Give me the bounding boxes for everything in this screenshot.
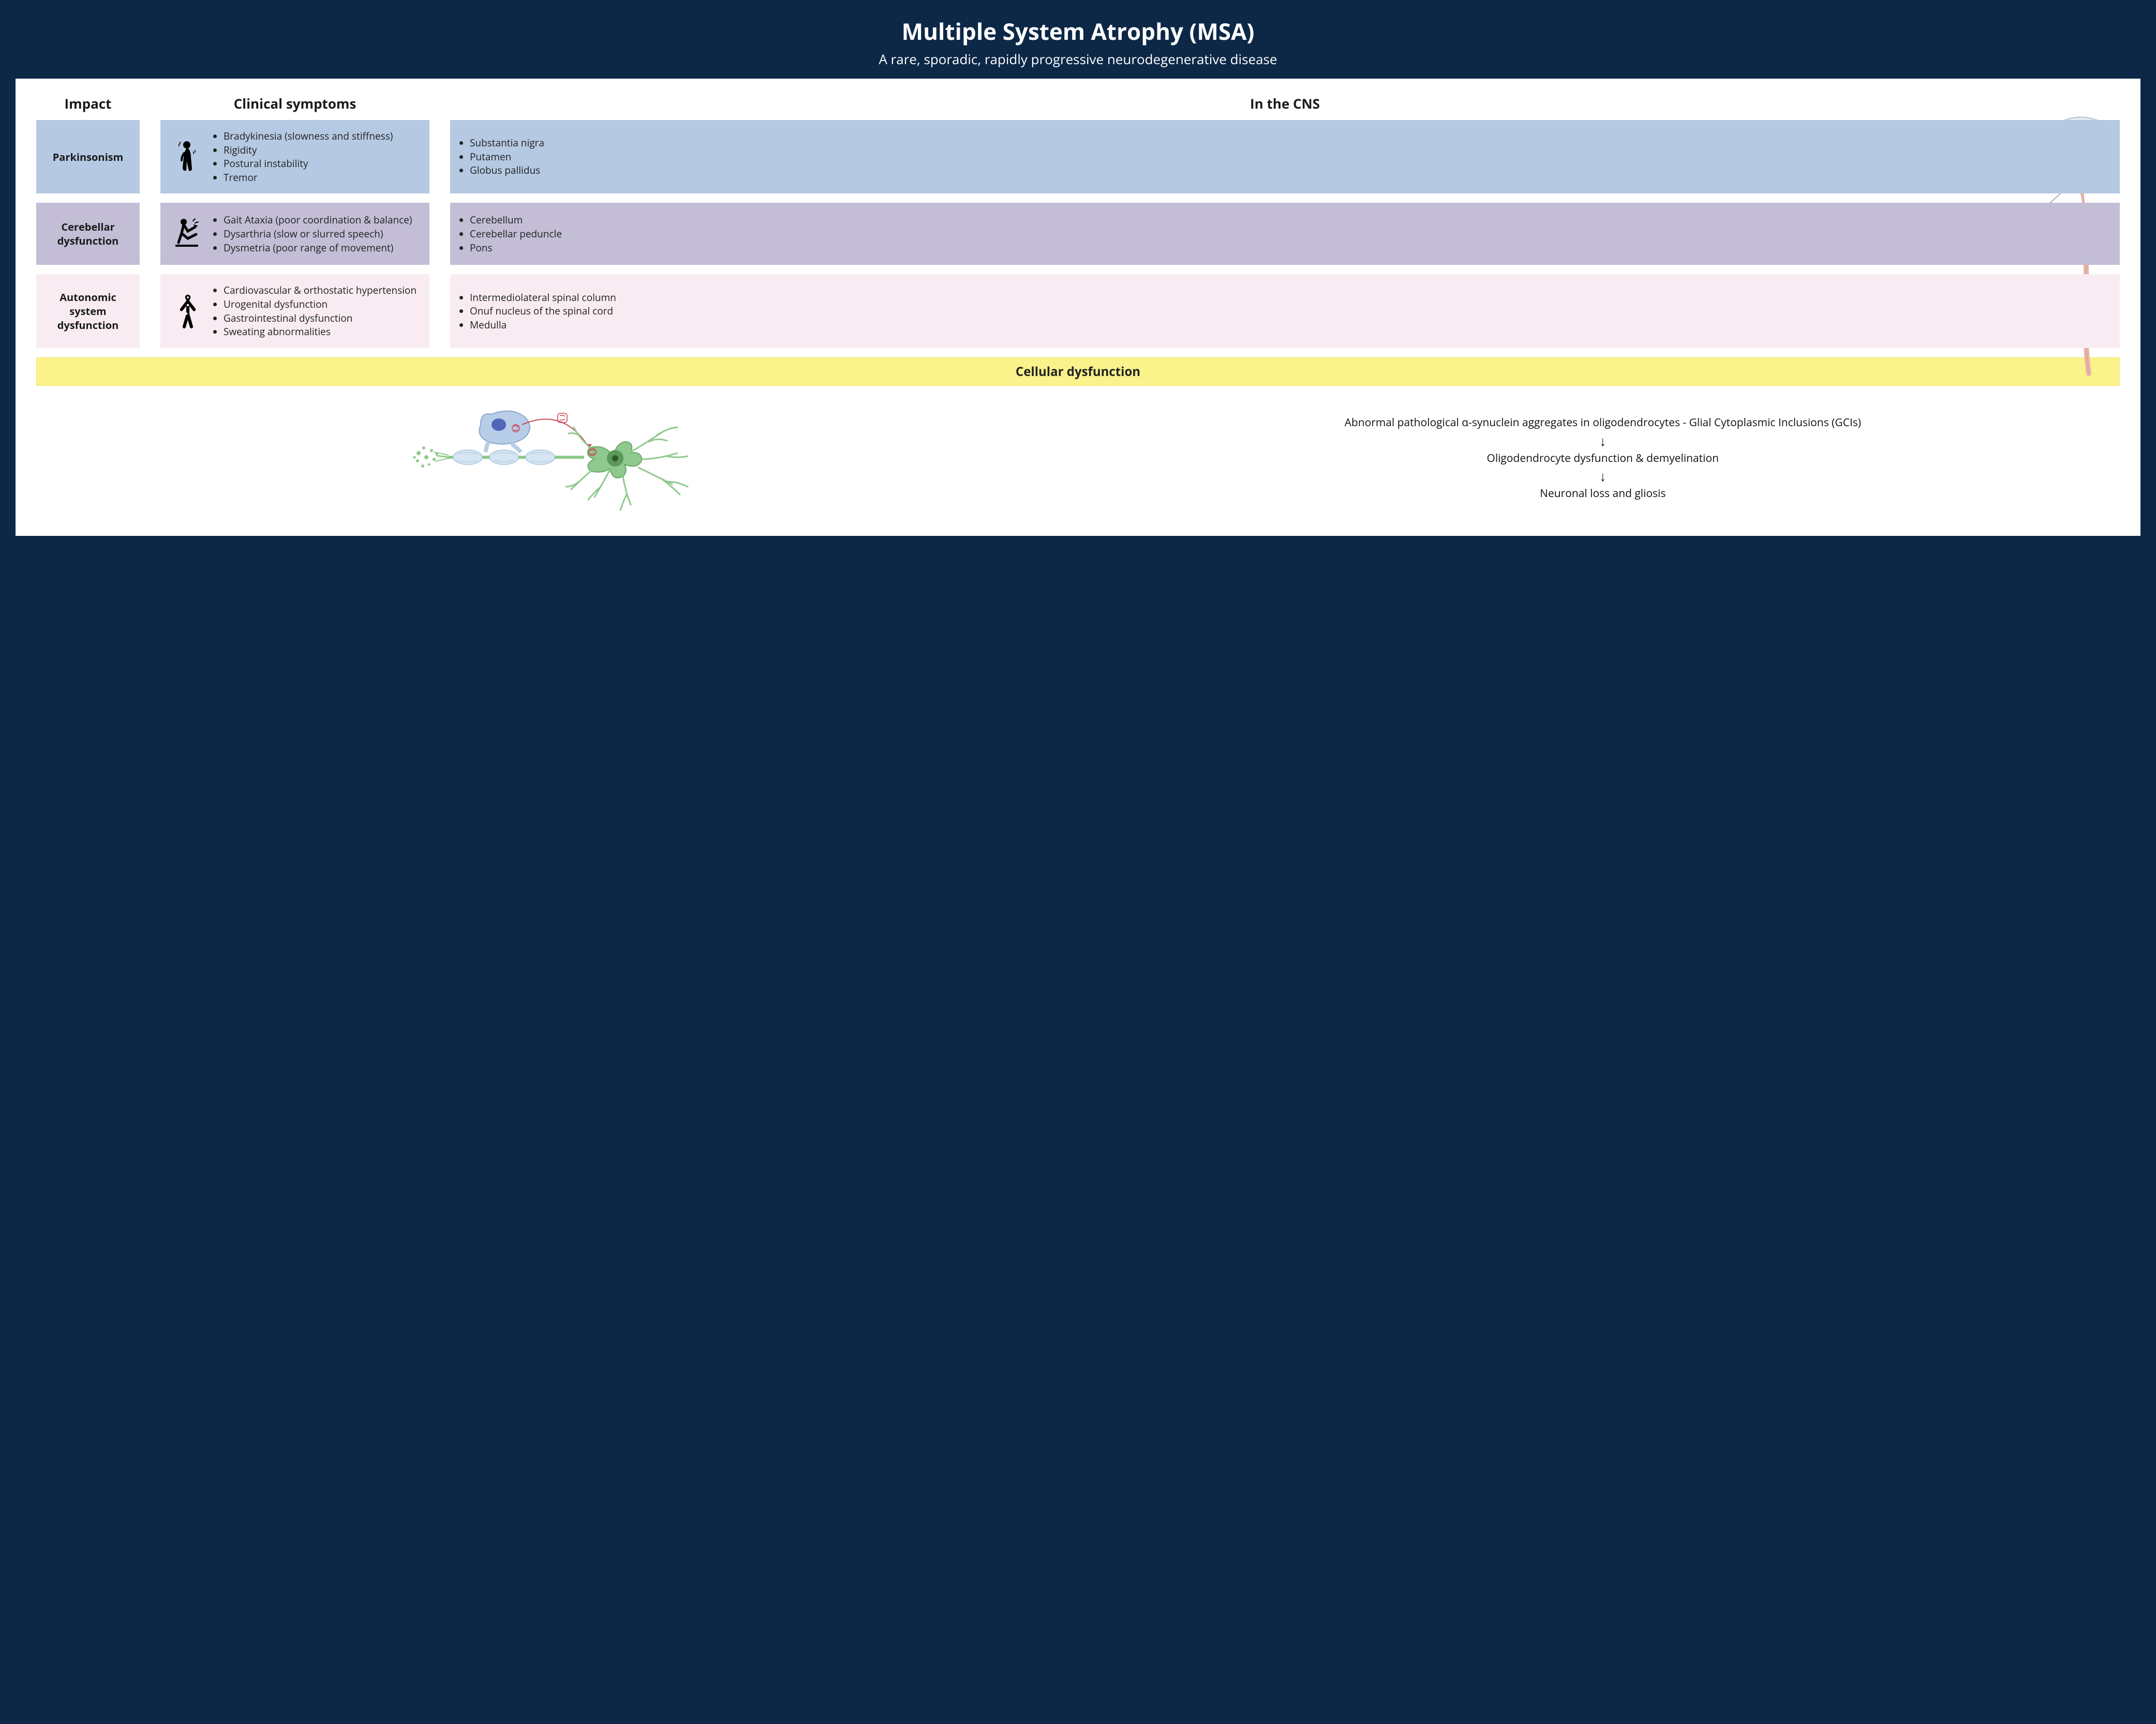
symptoms-cell: Cardiovascular & orthostatic hypertensio…	[160, 274, 429, 348]
stooped-person-icon	[170, 139, 206, 175]
list-item: Dysmetria (poor range of movement)	[224, 241, 412, 255]
col-header-impact: Impact	[36, 94, 140, 113]
cns-list: Substantia nigra Putamen Globus pallidus	[459, 136, 544, 177]
impact-label: Parkinsonism	[36, 120, 140, 193]
symptoms-list: Cardiovascular & orthostatic hypertensio…	[213, 283, 417, 338]
down-arrow-icon: ↓	[1086, 434, 2120, 447]
list-item: Medulla	[470, 318, 616, 332]
list-item: Cardiovascular & orthostatic hypertensio…	[224, 283, 417, 297]
list-item: Gait Ataxia (poor coordination & balance…	[224, 213, 412, 227]
list-item: Intermediolateral spinal column	[470, 291, 616, 305]
list-item: Pons	[470, 241, 562, 255]
cns-cell: Substantia nigra Putamen Globus pallidus	[450, 120, 2120, 193]
pathway-step: Abnormal pathological α-synuclein aggreg…	[1086, 415, 2120, 430]
pathway-step: Oligodendrocyte dysfunction & demyelinat…	[1086, 451, 2120, 466]
cns-list: Cerebellum Cerebellar peduncle Pons	[459, 213, 562, 254]
list-item: Putamen	[470, 150, 544, 164]
list-item: Gastrointestinal dysfunction	[224, 311, 417, 325]
list-item: Cerebellar peduncle	[470, 227, 562, 241]
impact-label: Autonomic system dysfunction	[36, 274, 140, 348]
list-item: Cerebellum	[470, 213, 562, 227]
cns-cell: Cerebellum Cerebellar peduncle Pons	[450, 203, 2120, 265]
list-item: Onuf nucleus of the spinal cord	[470, 304, 616, 318]
cellular-banner: Cellular dysfunction	[36, 357, 2120, 386]
header: Multiple System Atrophy (MSA) A rare, sp…	[16, 10, 2140, 79]
content-panel: Impact Clinical symptoms In the CNS	[16, 79, 2140, 536]
list-item: Dysarthria (slow or slurred speech)	[224, 227, 412, 241]
symptoms-cell: Bradykinesia (slowness and stiffness) Ri…	[160, 120, 429, 193]
down-arrow-icon: ↓	[1086, 469, 2120, 483]
col-header-cns: In the CNS	[450, 94, 2120, 113]
row-parkinsonism: Parkinsonism	[36, 120, 2120, 193]
symptoms-list: Gait Ataxia (poor coordination & balance…	[213, 213, 412, 254]
pathway-step: Neuronal loss and gliosis	[1086, 486, 2120, 501]
row-autonomic: Autonomic system dysfunction Cardiov	[36, 274, 2120, 348]
list-item: Rigidity	[224, 143, 393, 157]
page-title: Multiple System Atrophy (MSA)	[16, 16, 2140, 47]
list-item: Tremor	[224, 171, 393, 185]
symptoms-list: Bradykinesia (slowness and stiffness) Ri…	[213, 129, 393, 184]
symptoms-cell: Gait Ataxia (poor coordination & balance…	[160, 203, 429, 265]
rows-container: Parkinsonism	[36, 120, 2120, 348]
cns-list: Intermediolateral spinal column Onuf nuc…	[459, 291, 616, 332]
list-item: Bradykinesia (slowness and stiffness)	[224, 129, 393, 143]
list-item: Urogenital dysfunction	[224, 297, 417, 311]
cellular-section: Abnormal pathological α-synuclein aggreg…	[36, 396, 2120, 520]
neuron-oligodendrocyte-diagram	[36, 396, 1070, 520]
impact-label: Cerebellar dysfunction	[36, 203, 140, 265]
list-item: Globus pallidus	[470, 163, 544, 177]
cellular-pathway: Abnormal pathological α-synuclein aggreg…	[1086, 412, 2120, 504]
row-cerebellar: Cerebellar dysfunction	[36, 203, 2120, 265]
col-header-symptoms: Clinical symptoms	[160, 94, 429, 113]
falling-person-icon	[170, 216, 206, 252]
list-item: Substantia nigra	[470, 136, 544, 150]
list-item: Sweating abnormalities	[224, 325, 417, 339]
page-subtitle: A rare, sporadic, rapidly progressive ne…	[16, 50, 2140, 68]
list-item: Postural instability	[224, 157, 393, 171]
body-dots-icon	[170, 293, 206, 329]
column-headers: Impact Clinical symptoms In the CNS	[36, 94, 2120, 113]
cns-cell: Intermediolateral spinal column Onuf nuc…	[450, 274, 2120, 348]
